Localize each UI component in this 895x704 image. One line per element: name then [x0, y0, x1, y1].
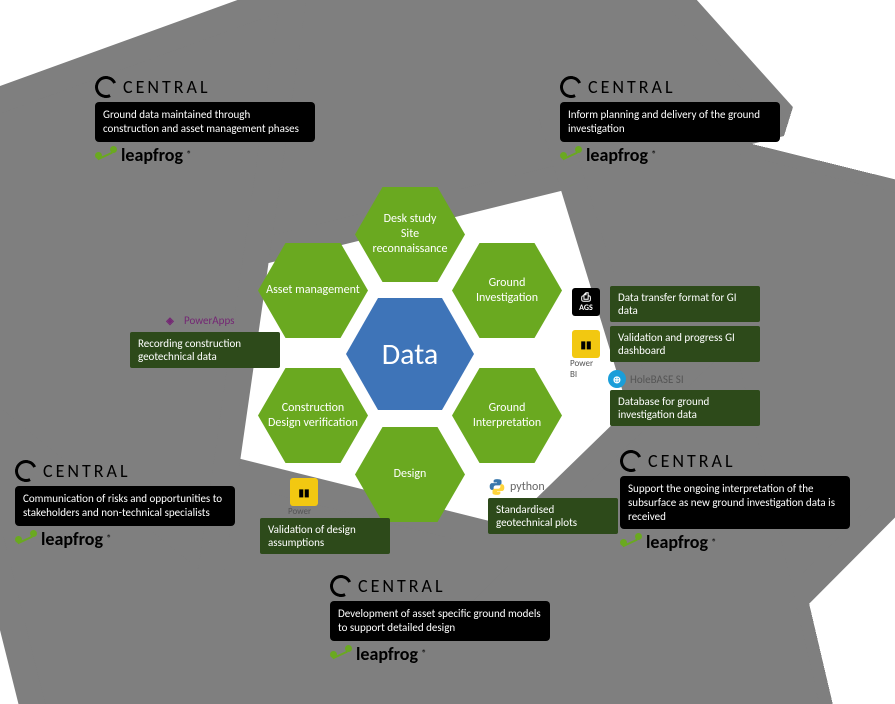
central-c-icon: [12, 457, 40, 485]
chip-powerbi-ne-label: Power BI: [570, 358, 602, 380]
info-python: Standardised geotechnical plots: [488, 498, 618, 534]
chip-powerapps-label: PowerApps: [184, 314, 234, 327]
leapfrog-icon: [95, 146, 117, 164]
info-powerbi-ne: Validation and progress GI dashboard: [610, 326, 760, 362]
leapfrog-nw: leapfrog®: [95, 144, 315, 166]
leapfrog-icon: [560, 146, 582, 164]
central-e-desc: Support the ongoing interpretation of th…: [620, 476, 850, 529]
leapfrog-icon: [620, 533, 642, 551]
central-c-icon: [617, 447, 645, 475]
central-nw-desc: Ground data maintained through construct…: [95, 102, 315, 142]
chip-powerapps: ◈ PowerApps: [160, 310, 234, 330]
leapfrog-text-ne: leapfrog: [586, 144, 648, 166]
hex-ground-inv-label: Ground Investigation: [460, 276, 554, 306]
info-holebase: Database for ground investigation data: [610, 390, 760, 426]
leapfrog-text-sw: leapfrog: [41, 528, 103, 550]
central-ne: CENTRAL Inform planning and delivery of …: [560, 76, 780, 166]
chip-ags-label: AGS: [579, 304, 593, 312]
central-text-e: CENTRAL: [648, 450, 736, 472]
central-logo-ne: CENTRAL: [560, 76, 780, 98]
hex-desk-study-label: Desk study Site reconnaissance: [363, 212, 457, 257]
central-logo-e: CENTRAL: [620, 450, 850, 472]
chip-python: python: [488, 478, 545, 496]
hex-design-label: Design: [394, 467, 427, 482]
info-ags: Data transfer format for GI data: [610, 286, 760, 322]
central-logo-sw: CENTRAL: [15, 460, 235, 482]
central-text-s: CENTRAL: [358, 575, 446, 597]
leapfrog-ne: leapfrog®: [560, 144, 780, 166]
central-ne-desc: Inform planning and delivery of the grou…: [560, 102, 780, 142]
chip-holebase-label: HoleBASE SI: [630, 373, 684, 386]
central-s: CENTRAL Development of asset specific gr…: [330, 575, 550, 665]
chip-ags: ⎙ AGS: [570, 288, 602, 316]
central-logo-nw: CENTRAL: [95, 76, 315, 98]
central-logo-s: CENTRAL: [330, 575, 550, 597]
hex-center-label: Data: [346, 298, 474, 410]
leapfrog-text-s: leapfrog: [356, 643, 418, 665]
central-sw: CENTRAL Communication of risks and oppor…: [15, 460, 235, 550]
central-e: CENTRAL Support the ongoing interpretati…: [620, 450, 850, 553]
leapfrog-e: leapfrog®: [620, 531, 850, 553]
leapfrog-text-nw: leapfrog: [121, 144, 183, 166]
central-s-desc: Development of asset specific ground mod…: [330, 601, 550, 641]
hex-asset-mgmt-label: Asset management: [266, 283, 360, 298]
leapfrog-icon: [15, 530, 37, 548]
chip-holebase: ⊕ HoleBASE SI: [608, 370, 684, 388]
leapfrog-sw: leapfrog®: [15, 528, 235, 550]
info-powerapps: Recording construction geotechnical data: [130, 332, 280, 368]
chip-python-label: python: [510, 480, 545, 494]
leapfrog-s: leapfrog®: [330, 643, 550, 665]
central-text-sw: CENTRAL: [43, 460, 131, 482]
leapfrog-text-e: leapfrog: [646, 531, 708, 553]
hex-construction-label: Construction Design verification: [268, 401, 358, 431]
central-text-ne: CENTRAL: [588, 76, 676, 98]
leapfrog-icon: [330, 645, 352, 663]
central-nw: CENTRAL Ground data maintained through c…: [95, 76, 315, 166]
diagram-stage: document.querySelector('[data-name=hex-c…: [0, 0, 895, 704]
chip-powerbi-ne: ▮▮ Power BI: [570, 330, 602, 380]
hex-ground-interp-label: Ground Interpretation: [460, 401, 554, 431]
central-c-icon: [327, 572, 355, 600]
central-c-icon: [92, 73, 120, 101]
central-c-icon: [557, 73, 585, 101]
central-text-nw: CENTRAL: [123, 76, 211, 98]
central-sw-desc: Communication of risks and opportunities…: [15, 486, 235, 526]
info-powerbi-sw: Validation of design assumptions: [260, 518, 390, 554]
